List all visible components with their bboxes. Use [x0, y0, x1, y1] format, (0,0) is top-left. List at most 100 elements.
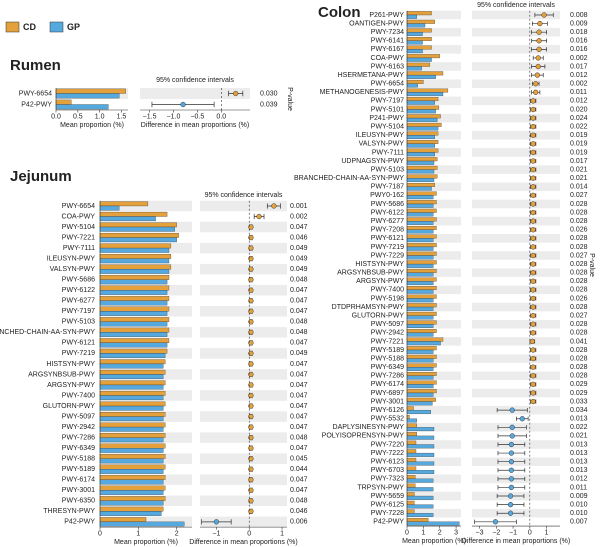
bar — [99, 216, 156, 222]
bar — [99, 380, 166, 386]
bar — [406, 79, 424, 84]
bar — [99, 390, 166, 396]
row-stripe — [200, 348, 287, 359]
p-value: 0.012 — [570, 476, 588, 483]
bar — [99, 454, 166, 459]
category-label: PWY-2942 — [62, 424, 95, 431]
category-label: PWY0-162 — [370, 192, 404, 199]
bar — [406, 372, 437, 376]
row-stripe — [200, 390, 287, 401]
bar — [406, 289, 434, 294]
bar — [99, 405, 164, 411]
bar — [406, 157, 438, 162]
bar — [406, 277, 437, 282]
bar — [99, 359, 166, 365]
bar — [99, 268, 170, 274]
x-tick-label: 1 — [421, 529, 425, 536]
bar — [99, 258, 170, 264]
bar — [406, 354, 437, 359]
category-label: VALSYN-PWY — [50, 266, 96, 273]
bar — [99, 433, 166, 438]
p-value: 0.014 — [570, 184, 588, 191]
bar — [99, 222, 177, 228]
category-label: PWY-5097 — [371, 321, 404, 328]
category-label: DTDPRHAMSYN-PWY — [332, 304, 405, 311]
category-label: PWY-7400 — [62, 392, 95, 399]
x-tick-label: −2 — [492, 529, 500, 536]
category-label: PWY-2942 — [371, 330, 404, 337]
bar — [55, 99, 72, 105]
difference-point — [248, 487, 254, 493]
row-stripe — [472, 165, 560, 174]
bar — [406, 11, 432, 16]
bar — [406, 432, 417, 437]
category-label: PWY-5659 — [371, 493, 404, 500]
bar — [99, 401, 166, 407]
difference-point — [248, 308, 254, 314]
row-stripe — [200, 242, 287, 254]
bar — [406, 281, 434, 286]
bar — [99, 422, 166, 428]
x-tick-label: −1 — [212, 530, 220, 537]
bar — [99, 475, 166, 480]
category-label: METHANOGENESIS-PWY — [320, 89, 405, 96]
difference-point — [508, 467, 515, 473]
bar — [406, 243, 437, 248]
p-value: 0.013 — [570, 416, 588, 423]
category-label: ARGSYN-PWY — [47, 382, 95, 389]
bar — [406, 251, 437, 256]
p-value: 0.049 — [290, 266, 308, 273]
row-stripe — [472, 319, 560, 329]
difference-point — [248, 340, 254, 346]
p-value: 0.001 — [290, 203, 308, 210]
row-stripe — [200, 221, 287, 233]
category-label: PWY-7228 — [371, 510, 404, 517]
p-value: 0.044 — [290, 466, 308, 473]
difference-point — [507, 493, 514, 499]
difference-point — [530, 364, 536, 370]
category-label: ARGSYN-PWY — [356, 278, 404, 285]
bar — [99, 374, 164, 380]
p-value: 0.047 — [290, 445, 308, 452]
bar — [406, 49, 423, 54]
x-tick-label: 1 — [280, 530, 284, 537]
bar — [99, 237, 177, 243]
p-value: 0.022 — [570, 124, 588, 131]
p-value: 0.021 — [570, 166, 588, 173]
row-stripe — [200, 369, 287, 380]
bar — [99, 348, 168, 354]
bar — [406, 367, 434, 371]
bar — [406, 513, 434, 517]
difference-point — [530, 106, 536, 113]
difference-point — [248, 245, 254, 251]
bar — [99, 511, 162, 516]
bar — [406, 178, 435, 182]
row-stripe — [200, 284, 287, 296]
bar — [406, 483, 416, 488]
difference-point — [530, 98, 536, 104]
category-label: P261-PWY — [369, 12, 404, 19]
bar — [406, 260, 437, 265]
bar — [99, 290, 168, 295]
category-label: PWY-5532 — [371, 416, 404, 423]
bar — [406, 492, 415, 497]
bar — [99, 411, 166, 417]
p-value: 0.013 — [570, 467, 588, 474]
category-label: P42-PWY — [64, 519, 95, 526]
p-value: 0.020 — [570, 106, 588, 113]
row-stripe — [407, 79, 461, 89]
difference-point — [541, 12, 547, 18]
category-label: PWY-7323 — [371, 476, 404, 483]
x-tick-label: −3 — [476, 529, 484, 536]
p-value: 0.027 — [570, 192, 588, 199]
difference-point — [536, 38, 542, 44]
category-label: PWY-6654 — [62, 203, 95, 210]
bar — [406, 435, 435, 440]
p-value: 0.028 — [570, 364, 588, 371]
bar — [406, 332, 434, 337]
p-value: 0.016 — [570, 38, 588, 45]
difference-point — [530, 390, 536, 396]
bar — [99, 264, 172, 270]
x-tick-label: 0.0 — [51, 113, 61, 120]
